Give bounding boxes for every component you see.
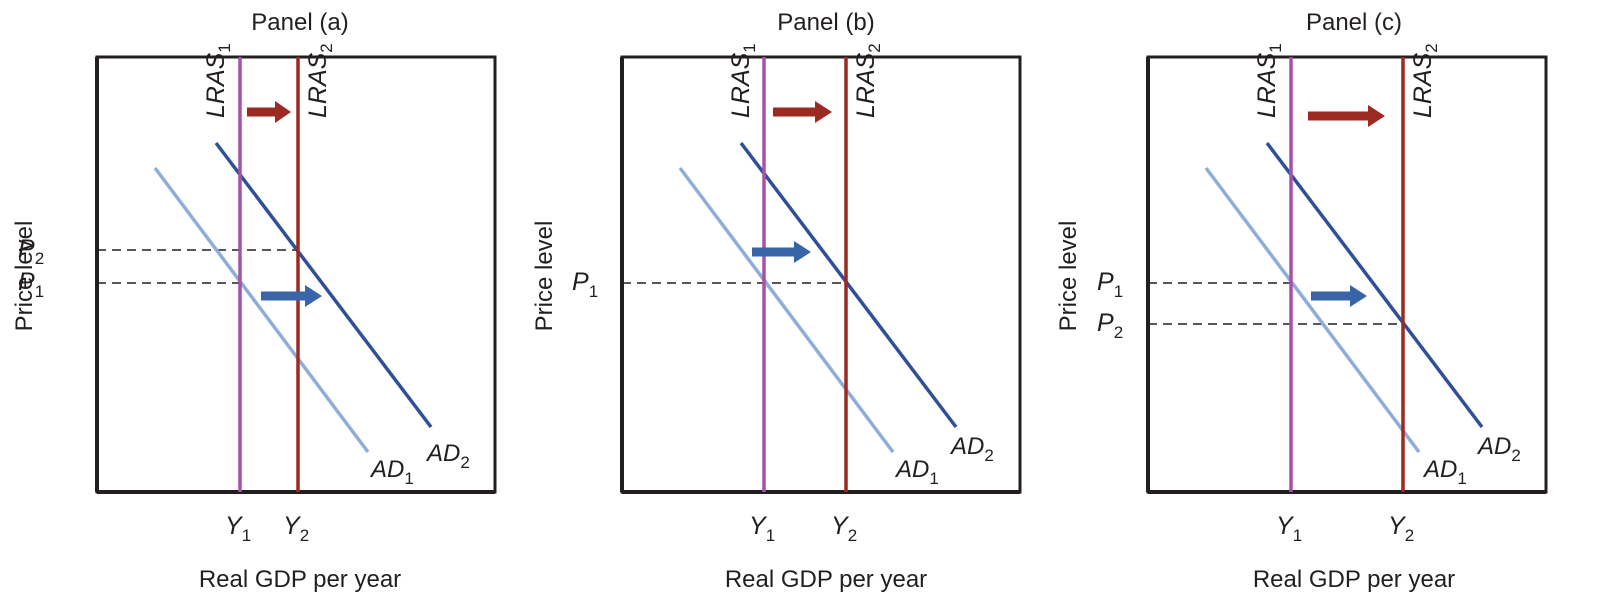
y-tick-p1: P1	[1097, 268, 1123, 301]
panel-c: Panel (c) LRAS1 LRAS2 AD1 AD2 P1 P2 Y1 Y…	[1055, 9, 1548, 593]
x-axis-label: Real GDP per year	[1253, 566, 1455, 593]
x-tick-y2: Y2	[1388, 512, 1414, 545]
ad1-label: AD1	[369, 456, 414, 488]
ad2-label: AD2	[425, 440, 470, 472]
y-tick-p2: P2	[1097, 309, 1123, 342]
y-tick-p1: P1	[18, 268, 44, 301]
arrow-right-icon	[752, 241, 811, 263]
ad1-curve	[1204, 166, 1421, 454]
y-axis-label: Price level	[11, 221, 38, 332]
x-tick-y1: Y1	[1276, 512, 1302, 545]
panel-a: Panel (a) LRAS1 LRAS2 AD1 AD2 P2 P1	[11, 9, 497, 593]
ad2-curve	[739, 141, 958, 429]
plot-frame	[95, 55, 497, 494]
ad2-label: AD2	[949, 433, 994, 465]
x-tick-y1: Y1	[225, 512, 251, 545]
lras1-label: LRAS1	[727, 43, 759, 118]
arrow-right-icon	[247, 101, 291, 123]
lras2-label: LRAS2	[1409, 43, 1441, 118]
panel-title: Panel (b)	[777, 9, 874, 36]
y-tick-p2: P2	[18, 235, 44, 268]
x-axis-label: Real GDP per year	[199, 566, 401, 593]
ad1-label: AD1	[894, 456, 939, 488]
arrow-right-icon	[1311, 285, 1367, 307]
ad2-label: AD2	[1476, 433, 1521, 465]
ad1-label: AD1	[1422, 456, 1467, 488]
panel-b: Panel (b) LRAS1 LRAS2 AD1 AD2 P1 Y1 Y2 R…	[531, 9, 1022, 593]
ad1-curve	[678, 166, 895, 454]
ad2-curve	[1265, 141, 1484, 429]
x-tick-y2: Y2	[283, 512, 309, 545]
plot-frame	[620, 55, 1022, 494]
y-tick-p1: P1	[572, 268, 598, 301]
x-tick-y1: Y1	[749, 512, 775, 545]
y-axis-label: Price level	[531, 221, 558, 332]
ad2-curve	[214, 141, 433, 429]
arrow-right-icon	[1308, 105, 1385, 127]
ad1-curve	[153, 166, 370, 454]
lras2-label: LRAS2	[852, 43, 884, 118]
panel-title: Panel (c)	[1306, 9, 1402, 36]
arrow-right-icon	[773, 101, 832, 123]
x-tick-y2: Y2	[831, 512, 857, 545]
lras1-label: LRAS1	[202, 43, 234, 118]
panel-title: Panel (a)	[251, 9, 348, 36]
arrow-right-icon	[261, 285, 322, 307]
plot-frame	[1146, 55, 1548, 494]
lras2-label: LRAS2	[304, 43, 336, 118]
lras1-label: LRAS1	[1253, 43, 1285, 118]
y-axis-label: Price level	[1055, 221, 1082, 332]
x-axis-label: Real GDP per year	[725, 566, 927, 593]
